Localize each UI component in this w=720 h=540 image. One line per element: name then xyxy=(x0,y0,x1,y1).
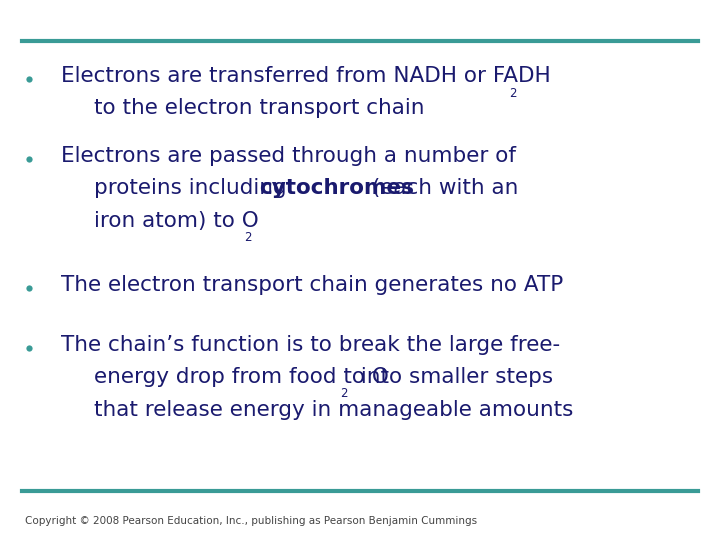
Text: into smaller steps: into smaller steps xyxy=(354,367,553,387)
Text: to the electron transport chain: to the electron transport chain xyxy=(94,98,424,118)
Text: cytochromes: cytochromes xyxy=(259,178,414,198)
Text: iron atom) to O: iron atom) to O xyxy=(94,211,258,231)
Text: The electron transport chain generates no ATP: The electron transport chain generates n… xyxy=(61,274,564,294)
Text: energy drop from food to O: energy drop from food to O xyxy=(94,367,389,387)
Text: The chain’s function is to break the large free-: The chain’s function is to break the lar… xyxy=(61,335,560,355)
Text: (each with an: (each with an xyxy=(366,178,519,198)
Text: 2: 2 xyxy=(340,387,347,401)
Text: proteins including: proteins including xyxy=(94,178,293,198)
Text: that release energy in manageable amounts: that release energy in manageable amount… xyxy=(94,400,573,420)
Text: Electrons are passed through a number of: Electrons are passed through a number of xyxy=(61,146,516,166)
Text: 2: 2 xyxy=(245,231,252,244)
Text: 2: 2 xyxy=(509,87,516,100)
Text: Copyright © 2008 Pearson Education, Inc., publishing as Pearson Benjamin Cumming: Copyright © 2008 Pearson Education, Inc.… xyxy=(25,516,477,526)
Text: Electrons are transferred from NADH or FADH: Electrons are transferred from NADH or F… xyxy=(61,66,551,86)
